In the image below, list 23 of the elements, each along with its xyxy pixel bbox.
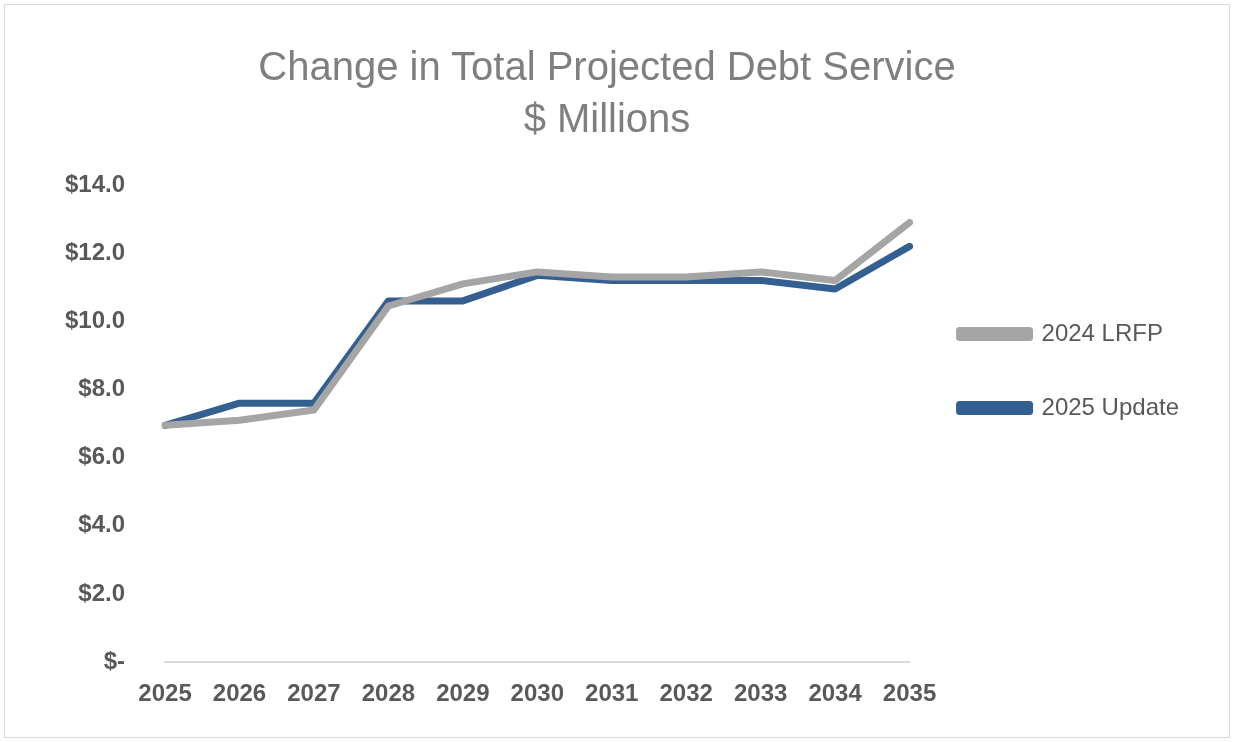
y-tick-label: $4.0 bbox=[78, 510, 126, 538]
y-tick-label: $10.0 bbox=[65, 305, 126, 333]
x-tick-label: 2029 bbox=[436, 679, 490, 707]
x-tick-label: 2033 bbox=[733, 679, 788, 707]
x-tick-label: 2030 bbox=[510, 679, 564, 707]
x-tick-label: 2025 bbox=[138, 679, 192, 707]
x-tick-label: 2035 bbox=[882, 679, 937, 707]
chart-title: Change in Total Projected Debt Service bbox=[258, 44, 956, 89]
x-tick-label: 2026 bbox=[212, 679, 267, 707]
x-tick-label: 2028 bbox=[361, 679, 416, 707]
x-tick-label: 2032 bbox=[659, 679, 713, 707]
legend-label: 2025 Update bbox=[1041, 392, 1179, 420]
y-tick-label: $6.0 bbox=[78, 442, 126, 470]
y-tick-label: $2.0 bbox=[78, 578, 126, 606]
y-tick-label: $14.0 bbox=[65, 169, 126, 197]
chart-subtitle: $ Millions bbox=[523, 96, 691, 141]
x-tick-label: 2031 bbox=[585, 679, 639, 707]
x-tick-label: 2027 bbox=[287, 679, 341, 707]
y-tick-label: $12.0 bbox=[65, 237, 126, 265]
y-tick-label: $8.0 bbox=[78, 374, 126, 402]
y-tick-label: $- bbox=[103, 646, 126, 674]
x-tick-label: 2034 bbox=[808, 679, 863, 707]
legend-label: 2024 LRFP bbox=[1041, 318, 1163, 346]
